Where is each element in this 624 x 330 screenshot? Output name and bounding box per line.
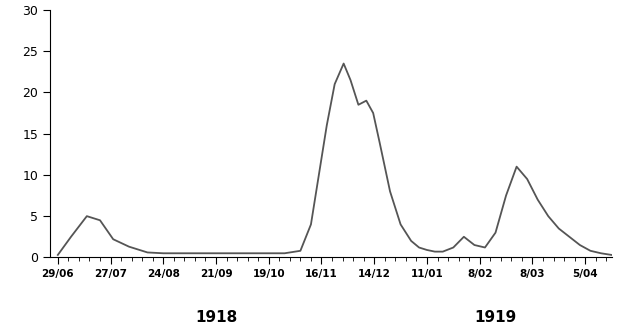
- Text: 1919: 1919: [474, 310, 517, 325]
- Text: 1918: 1918: [195, 310, 237, 325]
